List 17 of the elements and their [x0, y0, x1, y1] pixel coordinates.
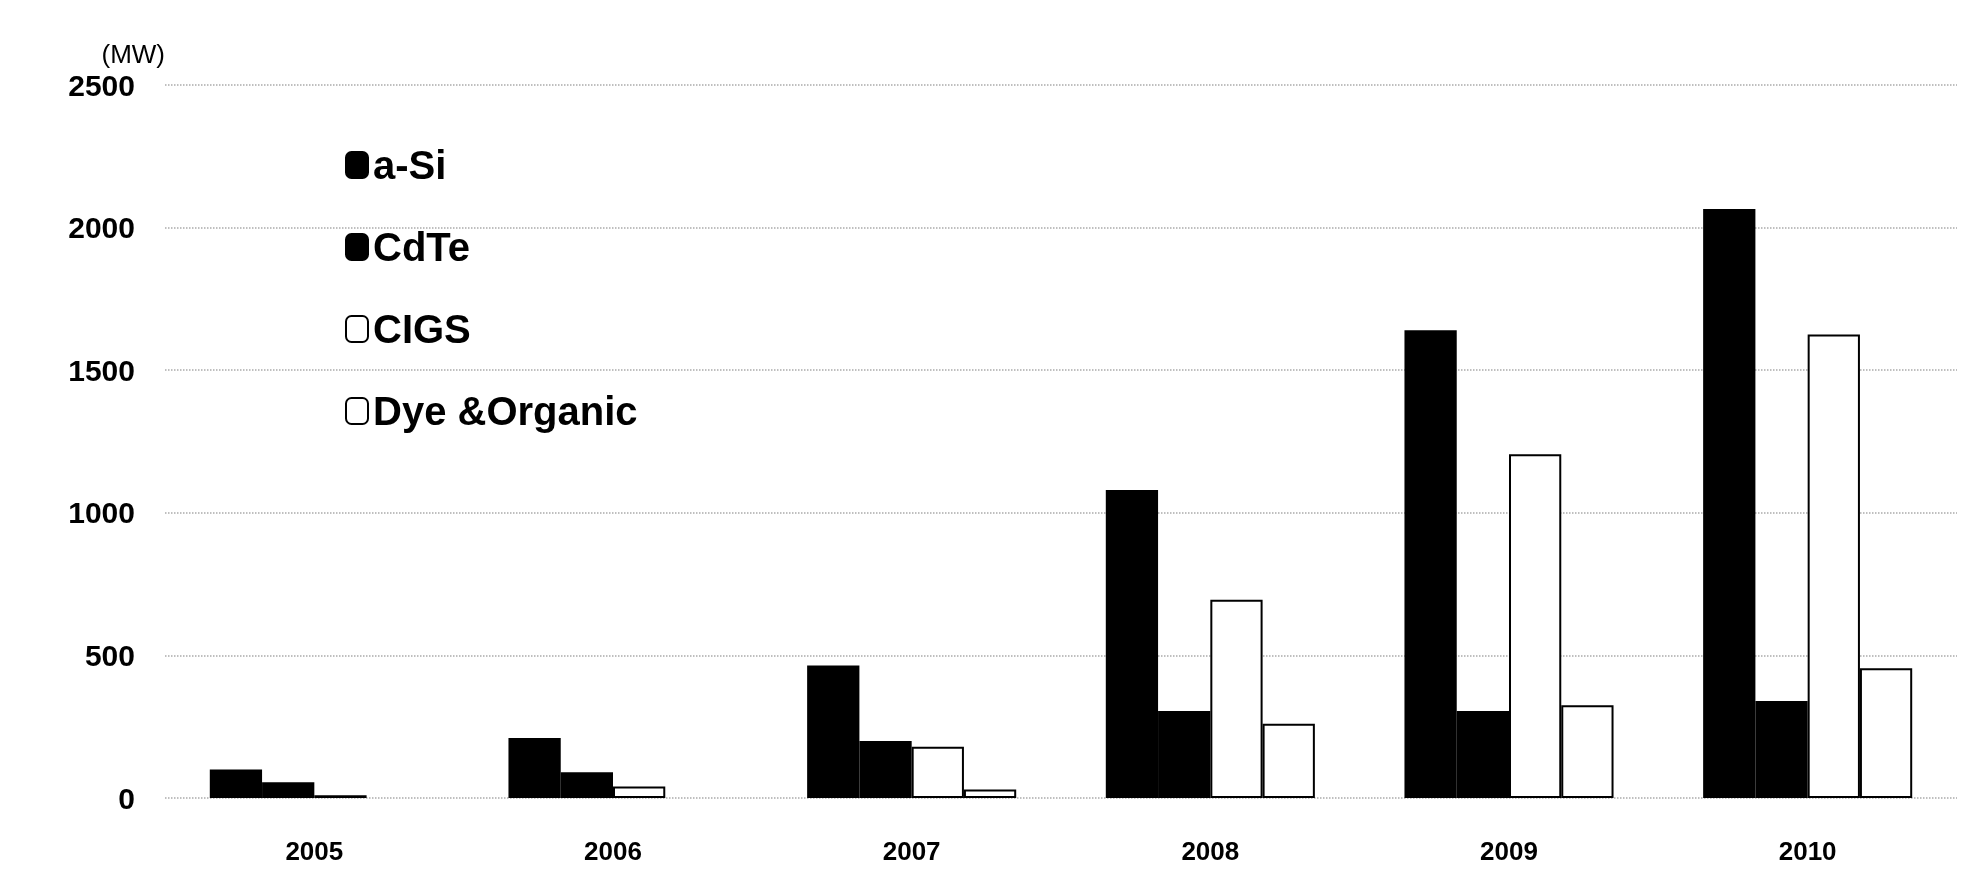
y-tick-label: 1000	[68, 496, 135, 530]
legend-label: a-Si	[373, 143, 447, 187]
x-tick-label: 2006	[584, 836, 642, 866]
x-tick-label: 2008	[1181, 836, 1240, 866]
y-tick-label: 2000	[68, 211, 135, 245]
legend-label: CIGS	[373, 307, 471, 351]
x-tick-label: 2009	[1480, 836, 1538, 866]
x-tick-label: 2010	[1778, 836, 1837, 866]
y-tick-label: 0	[118, 781, 135, 815]
y-axis-title: (MW)	[101, 39, 165, 69]
y-tick-label: 500	[84, 638, 135, 672]
legend-label: Dye &Organic	[373, 389, 638, 433]
legend-label: CdTe	[373, 225, 471, 269]
x-tick-label: 2007	[882, 836, 941, 866]
y-tick-label: 2500	[68, 68, 135, 102]
y-tick-label: 1500	[68, 353, 135, 387]
x-tick-label: 2005	[285, 836, 344, 866]
